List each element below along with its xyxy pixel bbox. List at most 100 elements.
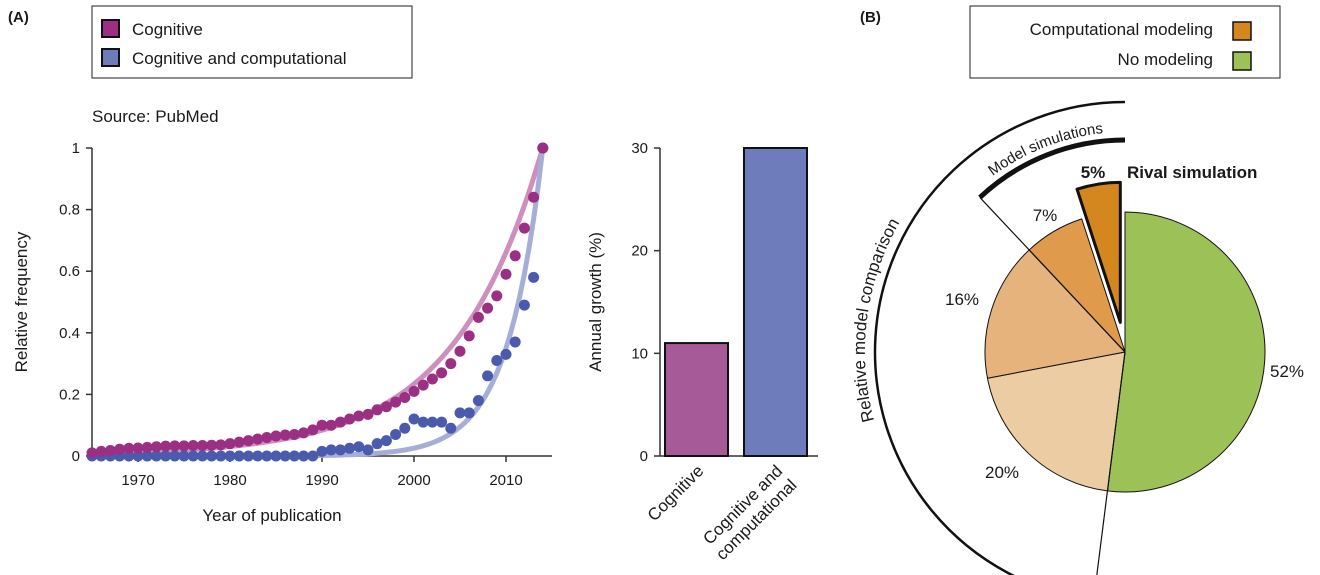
scatter-x-tick-label: 1980 bbox=[213, 472, 246, 489]
legend-swatch-computational bbox=[101, 48, 120, 67]
data-point-computational bbox=[482, 370, 494, 382]
data-point-cognitive bbox=[114, 443, 126, 455]
data-point-computational bbox=[528, 271, 540, 283]
data-point-computational bbox=[518, 299, 530, 311]
data-point-cognitive bbox=[233, 436, 245, 448]
data-point-cognitive bbox=[261, 432, 273, 444]
data-point-cognitive bbox=[371, 404, 383, 416]
data-point-computational bbox=[334, 444, 346, 456]
bracket-outer-arc bbox=[873, 100, 1126, 575]
data-point-cognitive bbox=[279, 429, 291, 441]
data-point-cognitive bbox=[399, 391, 411, 403]
data-point-cognitive bbox=[408, 385, 420, 397]
data-point-computational bbox=[472, 395, 484, 407]
data-point-computational bbox=[261, 450, 273, 462]
data-point-computational bbox=[408, 413, 420, 425]
data-point-computational bbox=[390, 428, 402, 440]
scatter-y-tick-label: 0.4 bbox=[59, 325, 80, 342]
data-point-cognitive bbox=[169, 440, 181, 452]
legend-label-cognitive: Cognitive bbox=[132, 20, 203, 39]
data-point-computational bbox=[196, 450, 208, 462]
bracket-inner-line bbox=[979, 197, 1126, 353]
scatter-y-tick-label: 0.8 bbox=[59, 202, 80, 219]
data-point-computational bbox=[454, 407, 466, 419]
data-point-computational bbox=[436, 416, 448, 428]
data-point-cognitive bbox=[104, 444, 116, 456]
data-point-cognitive bbox=[123, 442, 135, 454]
data-point-cognitive bbox=[390, 396, 402, 408]
legend-swatch-cognitive bbox=[101, 19, 120, 38]
data-point-computational bbox=[279, 450, 291, 462]
scatter-y-tick-label: 0.2 bbox=[59, 386, 80, 403]
data-point-computational bbox=[252, 450, 264, 462]
data-point-computational bbox=[150, 450, 162, 462]
pie-label-52: 52% bbox=[1270, 362, 1304, 381]
scatter-chart: 0 0.2 0.4 0.6 0.8 1 1970 1980 1990 2000 2010 Year… bbox=[12, 140, 552, 525]
data-point-cognitive bbox=[472, 311, 484, 323]
pie-label-5: 5% bbox=[1081, 163, 1106, 182]
pie-slice-16 bbox=[984, 249, 1126, 379]
fit-curve-computational bbox=[89, 145, 546, 459]
scatter-y-tick-label: 0 bbox=[72, 448, 80, 465]
data-point-computational bbox=[206, 450, 218, 462]
data-point-cognitive bbox=[325, 419, 337, 431]
data-point-cognitive bbox=[362, 408, 374, 420]
bar-y-tick-label: 20 bbox=[631, 243, 648, 260]
data-point-computational bbox=[123, 450, 135, 462]
scatter-y-tick-label: 0.6 bbox=[59, 263, 80, 280]
data-point-cognitive bbox=[380, 401, 392, 413]
data-point-computational bbox=[509, 336, 521, 348]
data-point-cognitive bbox=[353, 410, 365, 422]
bar-y-label: Annual growth (%) bbox=[586, 232, 605, 372]
data-point-cognitive bbox=[436, 367, 448, 379]
legend-swatch-comp-modeling bbox=[1232, 21, 1252, 41]
data-point-computational bbox=[298, 450, 310, 462]
scatter-x-tick-label: 2010 bbox=[489, 472, 522, 489]
legend-a-box bbox=[91, 5, 413, 79]
data-point-cognitive bbox=[242, 435, 254, 447]
data-point-computational bbox=[160, 450, 172, 462]
pie-annotation-rival-simulation: Rival simulation bbox=[1127, 163, 1257, 182]
data-point-cognitive bbox=[298, 427, 310, 439]
data-point-cognitive bbox=[454, 345, 466, 357]
data-point-computational bbox=[288, 450, 300, 462]
bar-y-tick-label: 10 bbox=[631, 345, 648, 362]
data-point-computational bbox=[316, 445, 328, 457]
data-point-computational bbox=[141, 450, 153, 462]
data-point-computational bbox=[187, 450, 199, 462]
data-point-cognitive bbox=[316, 419, 328, 431]
data-point-cognitive bbox=[344, 413, 356, 425]
data-point-computational bbox=[417, 416, 429, 428]
data-point-computational bbox=[215, 450, 227, 462]
data-point-cognitive bbox=[537, 142, 549, 154]
data-point-cognitive bbox=[86, 447, 98, 459]
data-point-cognitive bbox=[95, 445, 107, 457]
data-point-cognitive bbox=[482, 302, 494, 314]
scatter-y-label: Relative frequency bbox=[12, 231, 31, 372]
bar-y-tick-label: 0 bbox=[640, 448, 648, 465]
data-point-computational bbox=[491, 355, 503, 367]
bar-label-cognitive: Cognitive bbox=[644, 461, 708, 525]
legend-b-box bbox=[969, 5, 1281, 79]
scatter-x-tick-label: 1990 bbox=[305, 472, 338, 489]
data-point-cognitive bbox=[528, 191, 540, 203]
data-point-cognitive bbox=[252, 433, 264, 445]
data-point-computational bbox=[344, 442, 356, 454]
data-point-cognitive bbox=[187, 440, 199, 452]
source-note: Source: PubMed bbox=[92, 107, 219, 126]
legend-a: Cognitive Cognitive and computational bbox=[91, 5, 413, 79]
data-point-cognitive bbox=[518, 222, 530, 234]
data-point-cognitive bbox=[334, 416, 346, 428]
pie-slice-20 bbox=[986, 351, 1126, 492]
scatter-x-tick-label: 2000 bbox=[397, 472, 430, 489]
data-point-computational bbox=[178, 450, 190, 462]
bar-y-tick-label: 30 bbox=[631, 140, 648, 157]
data-point-cognitive bbox=[500, 268, 512, 280]
data-point-computational bbox=[132, 450, 144, 462]
data-point-computational bbox=[463, 407, 475, 419]
data-point-cognitive bbox=[463, 330, 475, 342]
legend-swatch-no-modeling bbox=[1232, 51, 1252, 71]
data-point-cognitive bbox=[196, 440, 208, 452]
